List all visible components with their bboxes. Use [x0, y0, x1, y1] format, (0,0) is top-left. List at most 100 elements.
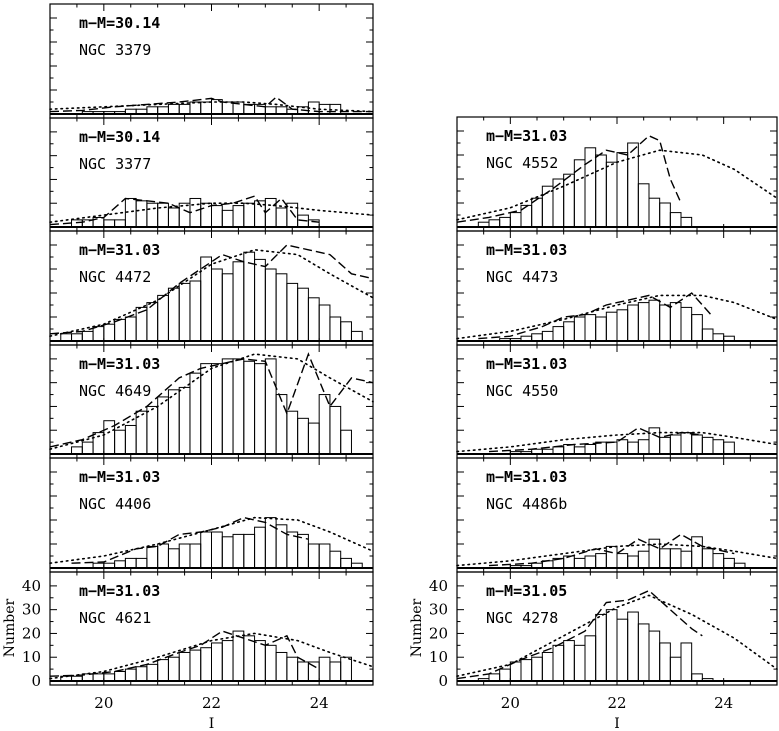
- histogram-bar: [254, 640, 266, 682]
- histogram-bar: [659, 548, 671, 569]
- histogram-bar: [81, 441, 94, 455]
- histogram-bar: [200, 531, 212, 569]
- histogram-bar: [146, 405, 159, 455]
- histogram-bar: [71, 219, 83, 228]
- galaxy-name-label: NGC 4278: [486, 609, 558, 627]
- histogram-bar: [669, 434, 682, 455]
- galaxy-name-label: NGC 3377: [79, 155, 151, 173]
- x-tick-label: 24: [714, 694, 733, 712]
- panel-ngc3377: m−M=30.14 NGC 3377: [49, 117, 374, 232]
- histogram-bar: [71, 446, 83, 455]
- histogram-bar: [552, 446, 565, 455]
- dashed-curve: [478, 292, 714, 340]
- histogram-bar: [221, 358, 234, 455]
- dashed-curve: [49, 96, 373, 113]
- dashed-curve: [49, 195, 320, 226]
- histogram-bar: [605, 161, 618, 228]
- histogram-bar: [627, 304, 639, 342]
- histogram-bar: [286, 282, 299, 342]
- histogram-bar: [157, 202, 169, 228]
- histogram-bar: [254, 363, 266, 455]
- histogram-bar: [200, 647, 212, 682]
- histogram-bar: [627, 142, 639, 228]
- histogram-bar: [146, 106, 159, 115]
- dotted-curve: [456, 543, 778, 567]
- panel-ngc4486b: m−M=31.03 NGC 4486b: [456, 457, 778, 573]
- histogram-bar: [264, 644, 277, 682]
- histogram-bar: [563, 640, 575, 682]
- histogram-bar: [595, 316, 607, 342]
- histogram-bar: [680, 216, 693, 228]
- histogram-bar: [286, 656, 299, 682]
- dotted-curve: [49, 248, 374, 338]
- histogram-bar: [92, 673, 105, 682]
- histogram-bar: [669, 212, 682, 228]
- dotted-curve: [49, 202, 374, 223]
- distance-modulus-label: m−M=31.03: [486, 127, 567, 145]
- panel-ngc4649: m−M=31.03 NGC 4649: [49, 344, 374, 459]
- histogram-bar: [146, 302, 159, 342]
- dashed-curve: [49, 630, 320, 677]
- x-axis-title: I: [614, 716, 620, 731]
- dotted-curve: [49, 101, 374, 113]
- histogram-bar: [297, 287, 309, 342]
- histogram-bar: [232, 205, 245, 228]
- histogram-bar: [340, 557, 352, 569]
- histogram-bar: [712, 333, 725, 342]
- dotted-curve: [49, 353, 374, 451]
- histogram-bar: [509, 212, 522, 228]
- dotted-curve: [456, 149, 778, 221]
- histogram-bar: [637, 183, 650, 228]
- histogram-bar: [648, 299, 661, 342]
- histogram-bar: [318, 656, 331, 682]
- histogram-bar: [135, 200, 148, 228]
- histogram-bar: [124, 668, 137, 682]
- histogram-bar: [211, 268, 223, 342]
- histogram-bar: [232, 261, 245, 342]
- histogram-bar: [648, 197, 661, 228]
- histogram-bar: [499, 668, 511, 682]
- histogram-bar: [573, 557, 586, 569]
- histogram-bar: [200, 256, 212, 342]
- histogram-bar: [318, 304, 331, 342]
- histogram-bar: [329, 405, 342, 455]
- histogram-bar: [627, 611, 639, 682]
- panel-ngc4473: m−M=31.03 NGC 4473: [456, 230, 778, 346]
- histogram-bar: [669, 656, 682, 682]
- histogram-bar: [221, 209, 234, 228]
- histogram-bar: [275, 207, 288, 228]
- histogram-bar: [723, 557, 735, 569]
- histogram-bar: [584, 443, 597, 455]
- distance-modulus-label: m−M=31.03: [79, 355, 160, 373]
- y-tick-label: 40: [22, 577, 41, 595]
- histogram-bar: [340, 429, 352, 455]
- histogram-bar: [114, 318, 126, 342]
- histogram-bar: [189, 543, 202, 569]
- histogram-bar: [114, 429, 126, 455]
- histogram-bar: [605, 609, 618, 682]
- x-tick-label: 20: [501, 694, 520, 712]
- histogram-bar: [531, 656, 543, 682]
- histogram-bar: [659, 436, 671, 455]
- histogram-bar: [135, 666, 148, 682]
- histogram-bar: [211, 531, 223, 569]
- histogram-bar: [552, 326, 565, 342]
- histogram-bar: [275, 106, 288, 115]
- distance-modulus-label: m−M=31.03: [486, 241, 567, 259]
- histogram-bar: [286, 531, 299, 569]
- dashed-curve: [488, 533, 735, 567]
- histogram-bar: [243, 635, 256, 682]
- galaxy-name-label: NGC 4552: [486, 154, 558, 172]
- dotted-curve: [49, 632, 374, 680]
- histogram-bar: [157, 294, 169, 342]
- histogram-bar: [627, 441, 639, 455]
- distance-modulus-label: m−M=31.03: [486, 355, 567, 373]
- dotted-curve: [456, 431, 778, 453]
- histogram-bar: [124, 424, 137, 455]
- histogram-bar: [167, 656, 180, 682]
- histogram-bar: [254, 526, 266, 569]
- histogram-bar: [114, 219, 126, 228]
- histogram-bar: [712, 439, 725, 455]
- histogram-bar: [221, 640, 234, 682]
